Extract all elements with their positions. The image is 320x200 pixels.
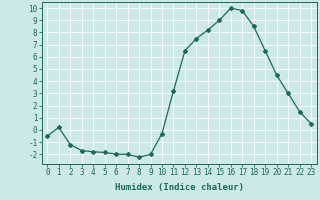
X-axis label: Humidex (Indice chaleur): Humidex (Indice chaleur)	[115, 183, 244, 192]
